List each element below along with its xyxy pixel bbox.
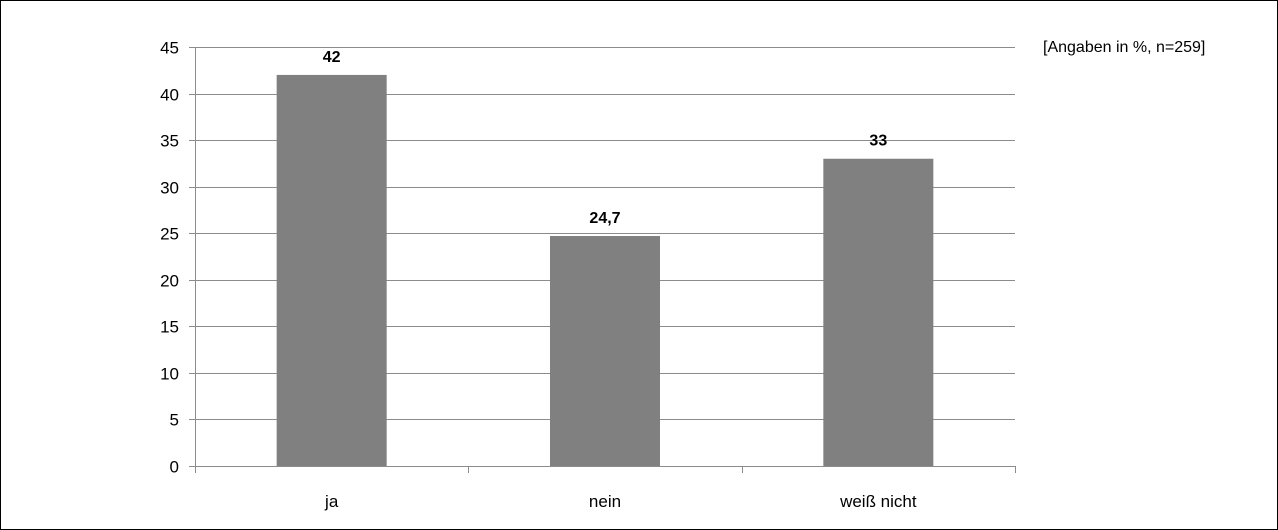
y-tick-label: 5 bbox=[170, 411, 179, 430]
axes bbox=[189, 47, 1016, 473]
y-tick-label: 35 bbox=[160, 132, 179, 151]
bar-3 bbox=[823, 158, 934, 466]
labels: 0 5 10 15 20 25 30 35 40 45 42 ja 24,7 nein 33 weiß nic… bbox=[160, 39, 917, 512]
bars bbox=[276, 74, 934, 466]
y-tick-label: 30 bbox=[160, 179, 179, 198]
x-category-label: nein bbox=[589, 492, 621, 511]
chart-note: [Angaben in %, n=259] bbox=[1043, 39, 1205, 56]
y-tick-label: 25 bbox=[160, 225, 179, 244]
y-tick-label: 45 bbox=[160, 39, 179, 58]
data-label: 33 bbox=[869, 133, 887, 150]
x-category-label: weiß nicht bbox=[839, 492, 917, 511]
data-label: 24,7 bbox=[589, 210, 620, 227]
bar-1 bbox=[276, 74, 387, 466]
y-tick-label: 0 bbox=[170, 458, 179, 477]
y-tick-label: 15 bbox=[160, 318, 179, 337]
bar-2 bbox=[550, 236, 660, 466]
data-label: 42 bbox=[323, 49, 341, 66]
y-tick-label: 40 bbox=[160, 86, 179, 105]
y-tick-label: 10 bbox=[160, 365, 179, 384]
y-tick-label: 20 bbox=[160, 272, 179, 291]
x-category-label: ja bbox=[324, 492, 339, 511]
